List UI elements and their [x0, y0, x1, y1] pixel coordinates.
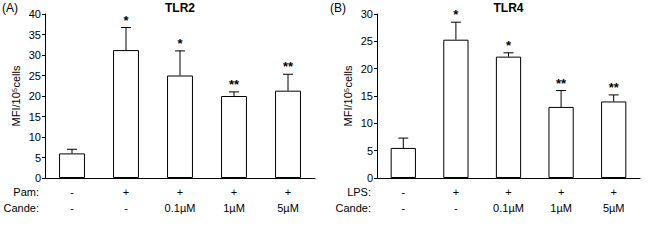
svg-text:30: 30: [361, 8, 373, 20]
svg-text:**: **: [229, 77, 240, 92]
svg-text:TLR2: TLR2: [165, 1, 195, 15]
svg-text:+: +: [231, 186, 237, 198]
svg-text:+: +: [123, 186, 129, 198]
svg-text:*: *: [506, 38, 512, 53]
svg-text:25: 25: [29, 70, 41, 82]
svg-text:10: 10: [361, 117, 373, 129]
svg-text:20: 20: [29, 90, 41, 102]
svg-text:-: -: [454, 202, 458, 214]
svg-text:0.1µM: 0.1µM: [165, 202, 196, 214]
svg-text:15: 15: [29, 111, 41, 123]
svg-text:-: -: [401, 202, 405, 214]
svg-text:+: +: [453, 186, 459, 198]
svg-text:Cande:: Cande:: [336, 202, 371, 214]
svg-text:+: +: [177, 186, 183, 198]
svg-text:TLR4: TLR4: [494, 1, 524, 15]
svg-text:5: 5: [367, 145, 373, 157]
svg-text:*: *: [453, 7, 459, 22]
svg-text:+: +: [558, 186, 564, 198]
svg-text:5µM: 5µM: [277, 202, 299, 214]
svg-text:MFI/10⁵cells: MFI/10⁵cells: [342, 65, 354, 126]
svg-text:15: 15: [361, 90, 373, 102]
svg-text:-: -: [124, 202, 128, 214]
svg-text:35: 35: [29, 29, 41, 41]
svg-text:**: **: [556, 76, 567, 91]
svg-text:+: +: [610, 186, 616, 198]
svg-text:*: *: [123, 13, 129, 28]
svg-text:LPS:: LPS:: [347, 186, 371, 198]
svg-text:40: 40: [29, 8, 41, 20]
svg-text:0: 0: [35, 172, 41, 184]
svg-text:0.1µM: 0.1µM: [493, 202, 524, 214]
svg-text:1µM: 1µM: [223, 202, 245, 214]
svg-text:0: 0: [367, 172, 373, 184]
svg-text:**: **: [609, 80, 620, 95]
svg-text:20: 20: [361, 63, 373, 75]
svg-text:-: -: [70, 202, 74, 214]
svg-text:Cande:: Cande:: [4, 202, 39, 214]
svg-text:Pam:: Pam:: [13, 186, 39, 198]
svg-text:**: **: [283, 59, 294, 74]
svg-text:5: 5: [35, 152, 41, 164]
svg-text:5µM: 5µM: [603, 202, 625, 214]
svg-text:-: -: [401, 186, 405, 198]
svg-text:*: *: [177, 36, 183, 51]
svg-text:MFI/10⁵cells: MFI/10⁵cells: [10, 65, 22, 126]
svg-text:(A): (A): [2, 1, 18, 15]
svg-text:+: +: [505, 186, 511, 198]
svg-text:10: 10: [29, 131, 41, 143]
svg-text:1µM: 1µM: [550, 202, 572, 214]
svg-text:-: -: [70, 186, 74, 198]
svg-text:30: 30: [29, 49, 41, 61]
svg-text:+: +: [285, 186, 291, 198]
svg-text:25: 25: [361, 35, 373, 47]
svg-text:(B): (B): [330, 1, 346, 15]
